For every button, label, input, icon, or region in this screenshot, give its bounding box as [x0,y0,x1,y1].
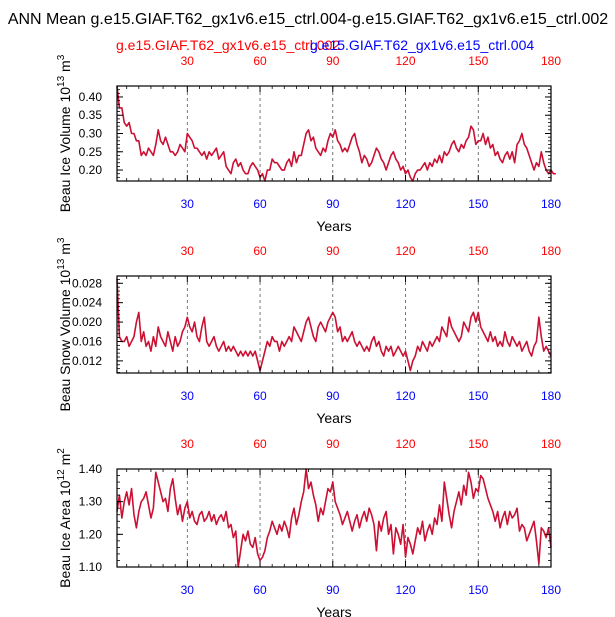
y-axis-label-exponent: 13 [56,75,67,87]
y-axis-label-text: Beau Snow Volume 10 [57,270,73,412]
x-axis-label: Years [316,604,351,617]
panel-3: 30 30 60 60 90 90 120 120 150 150 180 180 1.10 1.20 1.… [56,437,561,617]
x-tick-label-top: 30 [181,54,195,68]
y-tick-label: 0.012 [72,354,102,368]
x-tick-label: 180 [541,197,561,211]
y-tick-label: 0.30 [79,127,103,141]
x-tick-label-top: 60 [253,54,267,68]
y-axis-label-exponent: 3 [56,237,67,243]
x-tick-label-top: 120 [396,244,416,258]
x-tick-label-top: 120 [396,54,416,68]
x-tick-label: 180 [541,583,561,597]
y-tick-label: 1.10 [79,560,103,574]
x-tick-label: 120 [396,197,416,211]
y-tick-label: 0.40 [79,90,103,104]
panels: 30 30 60 60 90 90 120 120 150 150 180 180 0.20 0.25 0.… [56,54,561,617]
panel-2: 30 30 60 60 90 90 120 120 150 150 180 180 0.012 0.016… [56,237,561,426]
y-tick-label: 0.024 [72,296,102,310]
y-axis-label-exponent: 2 [56,448,67,454]
figure-title: ANN Mean g.e15.GIAF.T62_gx1v6.e15_ctrl.0… [8,11,608,28]
x-tick-label-top: 90 [326,54,340,68]
x-tick-label-top: 60 [253,244,267,258]
y-axis-label-text: m [57,243,73,255]
y-tick-label: 1.40 [79,462,103,476]
x-tick-label: 90 [326,197,340,211]
y-tick-label: 1.20 [79,527,103,541]
x-tick-label: 120 [396,583,416,597]
y-axis-label: Beau Ice Area 1012 m2 [56,448,73,588]
y-axis-label-exponent: 12 [56,469,67,481]
y-tick-label: 1.30 [79,495,103,509]
y-tick-label: 0.25 [79,145,103,159]
x-tick-label: 150 [468,389,488,403]
y-axis-label: Beau Snow Volume 1013 m3 [56,237,73,411]
plot-frame [116,275,552,374]
y-axis-label-text: Beau Ice Volume 10 [57,87,73,213]
x-tick-label-top: 30 [181,437,195,451]
y-axis-label: Beau Ice Volume 1013 m3 [56,54,73,212]
x-tick-label: 60 [253,389,267,403]
x-axis-label: Years [316,410,351,426]
y-axis-label-text: m [57,454,73,466]
x-tick-label: 120 [396,389,416,403]
x-tick-label-top: 90 [326,437,340,451]
x-tick-label: 90 [326,389,340,403]
x-tick-label-top: 180 [541,437,561,451]
x-tick-label: 180 [541,389,561,403]
y-axis-label-exponent: 3 [56,54,67,60]
panel-1: 30 30 60 60 90 90 120 120 150 150 180 180 0.20 0.25 0.… [56,54,561,234]
x-tick-label-top: 60 [253,437,267,451]
x-tick-label-top: 90 [326,244,340,258]
x-tick-label-top: 120 [396,437,416,451]
y-tick-label: 0.016 [72,334,102,348]
x-tick-label: 60 [253,197,267,211]
legend-case-a: g.e15.GIAF.T62_gx1v6.e15_ctrl.002 [116,37,340,53]
x-tick-label: 90 [326,583,340,597]
x-tick-label-top: 150 [468,437,488,451]
x-tick-label: 30 [181,583,195,597]
y-axis-label-text: m [57,60,73,72]
series-line [116,278,552,372]
x-tick-label-top: 180 [541,244,561,258]
y-tick-label: 0.20 [79,163,103,177]
x-tick-label: 150 [468,583,488,597]
x-tick-label-top: 30 [181,244,195,258]
x-tick-label: 150 [468,197,488,211]
x-tick-label-top: 150 [468,244,488,258]
x-tick-label: 30 [181,197,195,211]
y-axis-label-exponent: 13 [56,258,67,270]
x-axis-label: Years [316,218,351,234]
y-axis-label-text: Beau Ice Area 10 [57,480,73,588]
y-tick-label: 0.020 [72,315,102,329]
y-tick-label: 0.35 [79,108,103,122]
y-tick-label: 0.028 [72,276,102,290]
x-tick-label-top: 180 [541,54,561,68]
x-tick-label-top: 150 [468,54,488,68]
x-tick-label: 30 [181,389,195,403]
series-line [116,85,556,182]
series-line [116,468,552,568]
x-tick-label: 60 [253,583,267,597]
legend-case-b: g.e15.GIAF.T62_gx1v6.e15_ctrl.004 [310,37,534,53]
plot-frame [116,468,552,568]
